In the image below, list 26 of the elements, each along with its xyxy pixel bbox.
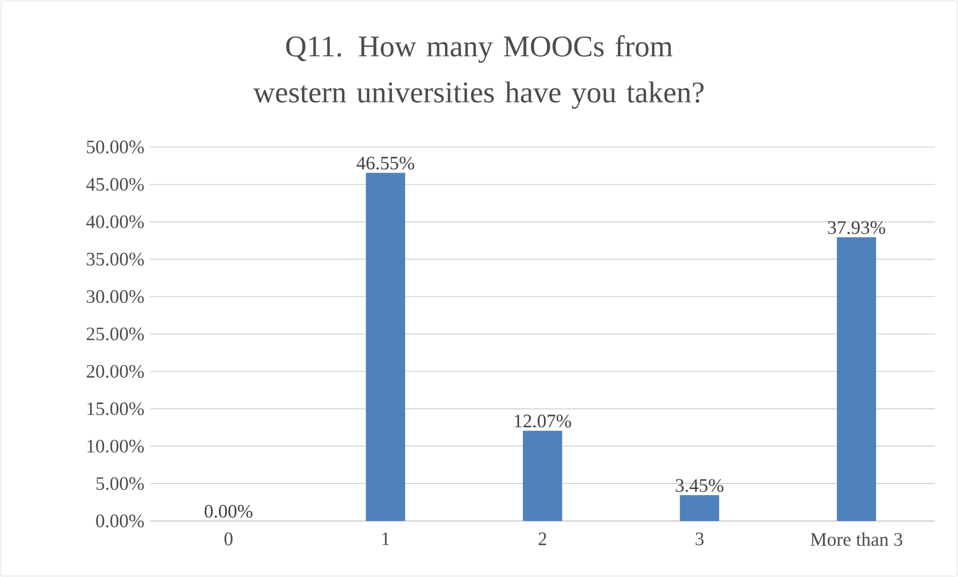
- y-tick-label: 40.00%: [86, 215, 144, 228]
- chart-title: Q11. How many MOOCs from western universities have you taken?: [253, 35, 704, 109]
- y-tick-label: 10.00%: [88, 440, 144, 453]
- y-tick-label: 20.00%: [86, 364, 144, 378]
- data-label: 3.45%: [676, 479, 724, 492]
- x-tick-label: More than 3: [810, 532, 902, 546]
- data-label: 46.55%: [356, 156, 414, 170]
- data-label: 37.93%: [828, 221, 886, 234]
- data-label: 0.00%: [204, 504, 252, 518]
- x-tick-label: 0: [224, 532, 233, 546]
- y-tick-label: 45.00%: [86, 178, 144, 191]
- y-tick-label: 35.00%: [86, 252, 144, 266]
- bar: [836, 237, 876, 521]
- y-tick-label: 25.00%: [86, 328, 144, 340]
- y-tick-label: 30.00%: [86, 290, 144, 304]
- x-tick-label: 2: [538, 532, 546, 546]
- x-tick-label: 1: [382, 532, 390, 546]
- y-tick-label: 15.00%: [88, 402, 144, 416]
- y-tick-label: 5.00%: [96, 477, 144, 490]
- data-label: 12.07%: [514, 414, 572, 428]
- x-tick-label: 3: [696, 532, 704, 546]
- bar: [680, 495, 720, 521]
- y-tick-label: 0.00%: [96, 514, 144, 528]
- bar: [522, 430, 562, 521]
- y-tick-label: 50.00%: [86, 140, 144, 154]
- bar: [366, 172, 406, 521]
